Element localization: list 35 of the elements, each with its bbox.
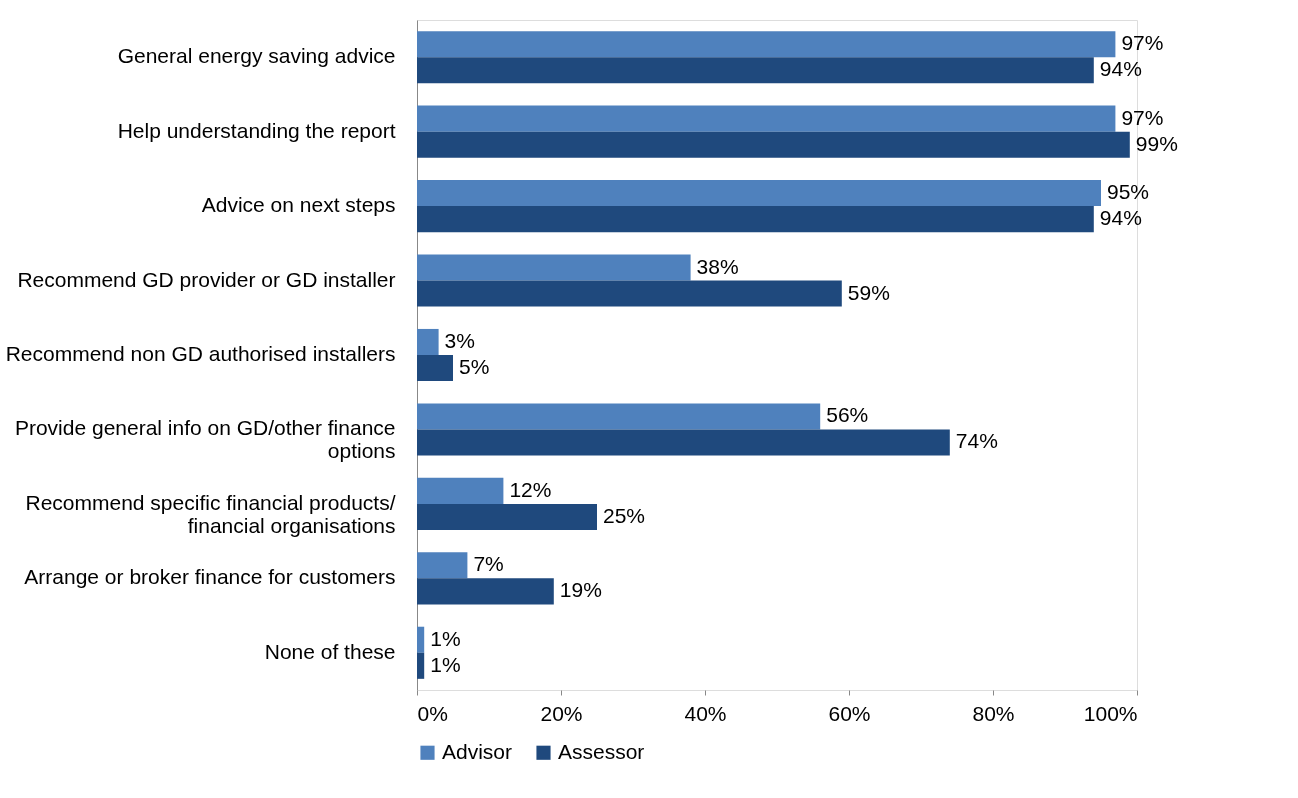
data-label: 7%: [473, 552, 504, 576]
data-label: 1%: [430, 626, 461, 650]
data-label: 3%: [444, 328, 475, 352]
y-tick-label: Provide general info on GD/other finance options: [14, 416, 396, 463]
y-tick-label: Help understanding the report: [117, 118, 396, 142]
x-tick-label: 0%: [417, 701, 448, 725]
y-tick-label: Advice on next steps: [201, 193, 396, 217]
legend-label: Assessor: [558, 739, 645, 763]
y-tick-label: Recommend non GD authorised installers: [5, 342, 396, 365]
data-label: 38%: [696, 254, 739, 278]
x-tick-label: 80%: [972, 701, 1015, 725]
data-label: 94%: [1099, 57, 1142, 81]
x-tick-label: 60%: [828, 701, 871, 725]
y-tick-label: None of these: [264, 639, 396, 663]
y-tick-label: Recommend GD provider or GD installer: [17, 267, 396, 291]
legend-label: Advisor: [442, 739, 513, 763]
y-tick-label: Arrange or broker finance for customers: [24, 565, 396, 589]
data-label: 99%: [1135, 131, 1178, 155]
data-label: 19%: [559, 578, 602, 602]
x-tick-label: 100%: [1083, 701, 1138, 725]
data-label: 25%: [603, 503, 646, 527]
data-label: 97%: [1121, 105, 1164, 129]
data-label: 1%: [430, 652, 461, 676]
data-label: 74%: [955, 429, 998, 453]
data-label: 59%: [847, 280, 890, 304]
data-label: 97%: [1121, 31, 1164, 55]
y-tick-label: General energy saving advice: [117, 44, 396, 68]
data-label: 5%: [459, 355, 490, 379]
x-tick-label: 40%: [684, 701, 727, 725]
data-label: 56%: [826, 403, 869, 427]
data-label: 95%: [1107, 180, 1150, 204]
x-tick-label: 20%: [540, 701, 583, 725]
y-tick-label: Recommend specific financial products/ financial organisations: [25, 490, 396, 537]
data-label: 12%: [509, 477, 552, 501]
data-label: 94%: [1099, 206, 1142, 230]
